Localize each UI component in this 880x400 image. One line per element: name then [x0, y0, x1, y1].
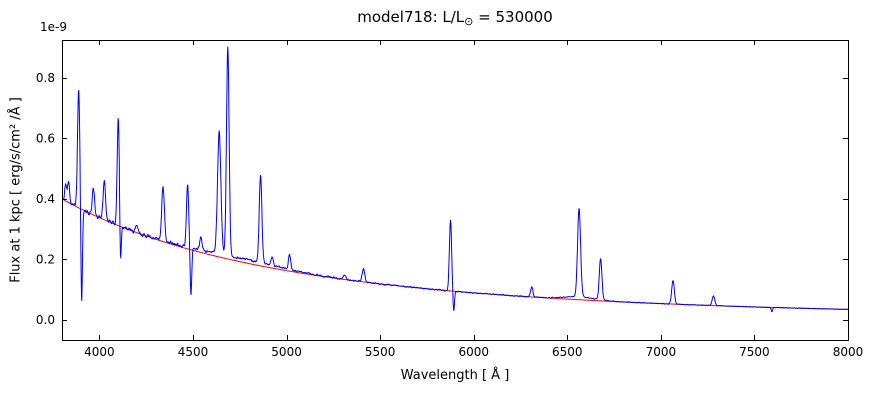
x-tick-label: 8000: [833, 345, 864, 359]
x-tick-label: 4000: [84, 345, 115, 359]
sun-symbol: ⊙: [464, 15, 474, 28]
x-tick-label: 5000: [271, 345, 302, 359]
y-tick-label: 0.6: [36, 131, 55, 145]
x-axis-label: Wavelength [ Å ]: [400, 368, 510, 383]
spectrum-line: [61, 46, 849, 313]
axes-frame: [62, 40, 849, 341]
y-axis-label: Flux at 1 kpc [ erg/s/cm² /Å ]: [8, 97, 24, 283]
y-tick-label: 0.4: [36, 192, 55, 206]
x-tick-label: 7500: [739, 345, 770, 359]
y-tick-label: 0.8: [36, 71, 55, 85]
y-tick-label: 0.2: [36, 252, 55, 266]
x-tick-label: 5500: [365, 345, 396, 359]
x-tick-label: 4500: [178, 345, 209, 359]
x-tick-label: 7000: [646, 345, 677, 359]
y-axis-offset-label: 1e-9: [40, 20, 67, 34]
y-tick-label: 0.0: [36, 313, 55, 327]
chart-title-prefix: model718: L/L: [357, 8, 465, 26]
chart-title-suffix: = 530000: [473, 8, 553, 26]
chart-title: model718: L/L⊙ = 530000: [62, 8, 848, 28]
x-tick-label: 6500: [552, 345, 583, 359]
x-tick-label: 6000: [458, 345, 489, 359]
